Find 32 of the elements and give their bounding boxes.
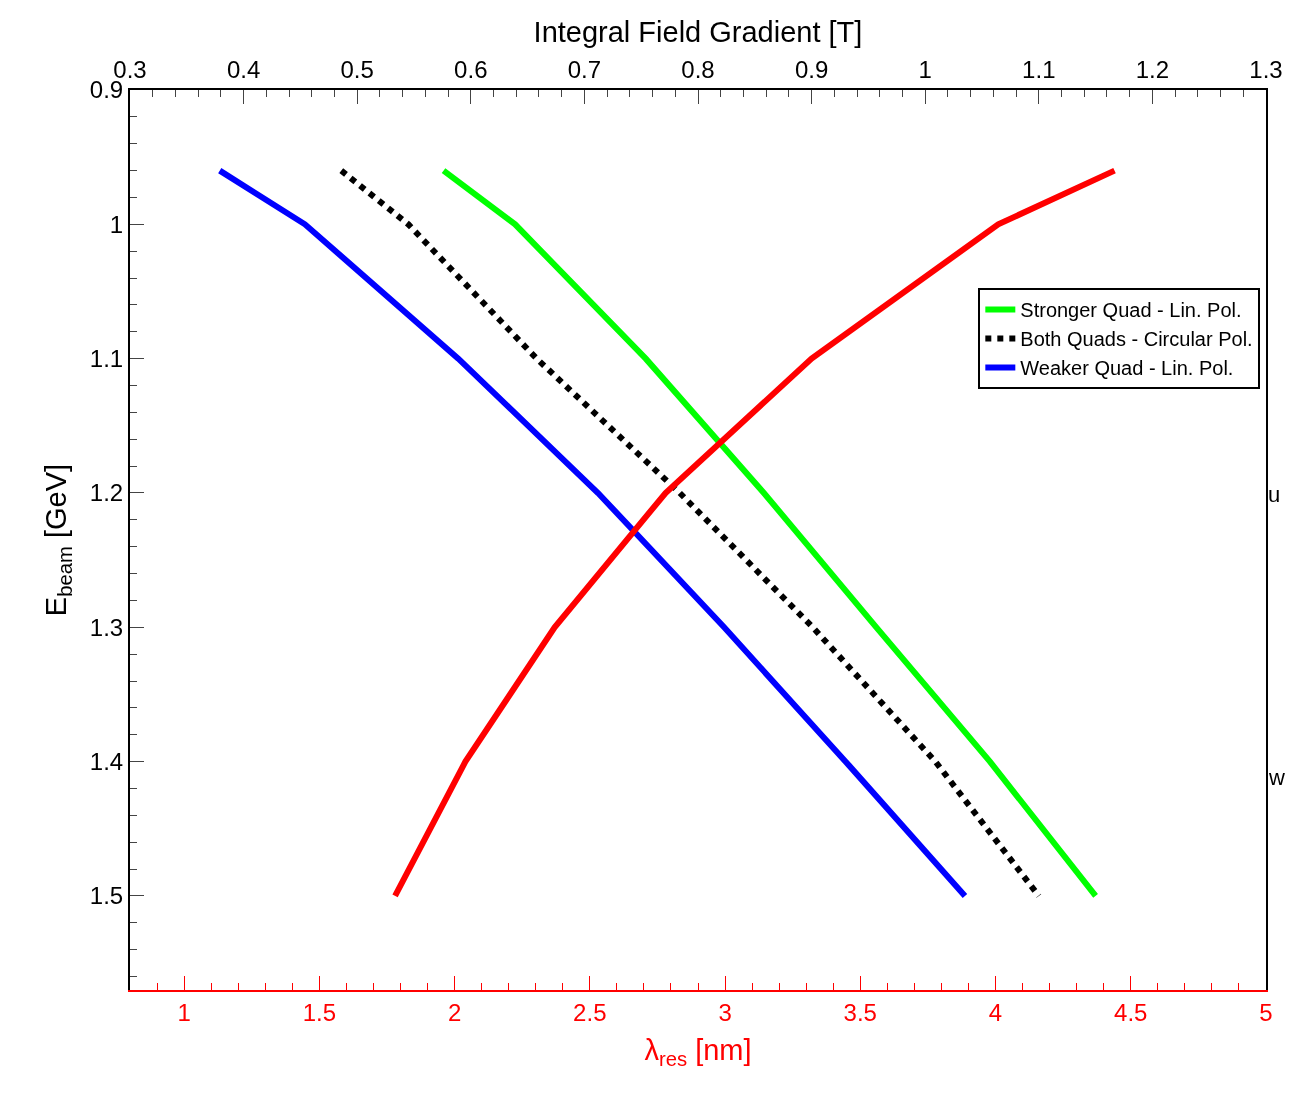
x2-axis-title: λ$_{res}$ [nm]	[644, 1034, 752, 1071]
x2-tick-label: 1.5	[302, 998, 337, 1026]
x2-tick-label: 1	[177, 998, 191, 1026]
x-tick-label: 1.3	[1249, 56, 1283, 84]
text: u	[1268, 482, 1281, 507]
legend-label: Both Quads - Circular Pol.	[1020, 328, 1253, 351]
x-axis-title: Integral Field Gradient [T]	[533, 16, 863, 49]
x-tick-label: 0.7	[567, 56, 602, 84]
x-tick-label: 0.5	[340, 56, 374, 84]
x-tick-label: 1.2	[1135, 56, 1170, 84]
x-tick-label: 0.8	[681, 56, 715, 84]
legend-label: Weaker Quad - Lin. Pol.	[1020, 357, 1234, 380]
x2-tick-label: 4.5	[1114, 998, 1148, 1026]
x2-tick-label: 3.5	[843, 998, 877, 1026]
x-tick-label: 0.6	[454, 56, 488, 84]
x-tick-label: 0.9	[794, 56, 829, 84]
x-tick-label: 1	[918, 56, 932, 84]
text: w	[1268, 765, 1285, 790]
x2-tick-label: 2.5	[573, 998, 607, 1026]
y-tick-label: 1	[109, 210, 124, 238]
y-tick-label: 1.5	[89, 882, 124, 910]
y-tick-label: 1.1	[89, 345, 124, 373]
y-tick-label: 1.3	[89, 613, 124, 641]
x-tick-label: 0.4	[226, 56, 261, 84]
x2-tick-label: 2	[447, 998, 462, 1026]
legend-label: Stronger Quad - Lin. Pol.	[1020, 299, 1242, 322]
x2-tick-label: 4	[988, 998, 1003, 1026]
x-tick-label: 1.1	[1022, 56, 1056, 84]
y-tick-label: 1.2	[89, 479, 124, 507]
y-tick-label: 1.4	[89, 748, 124, 776]
x2-tick-label: 5	[1259, 998, 1273, 1026]
x2-tick-label: 3	[718, 998, 732, 1026]
